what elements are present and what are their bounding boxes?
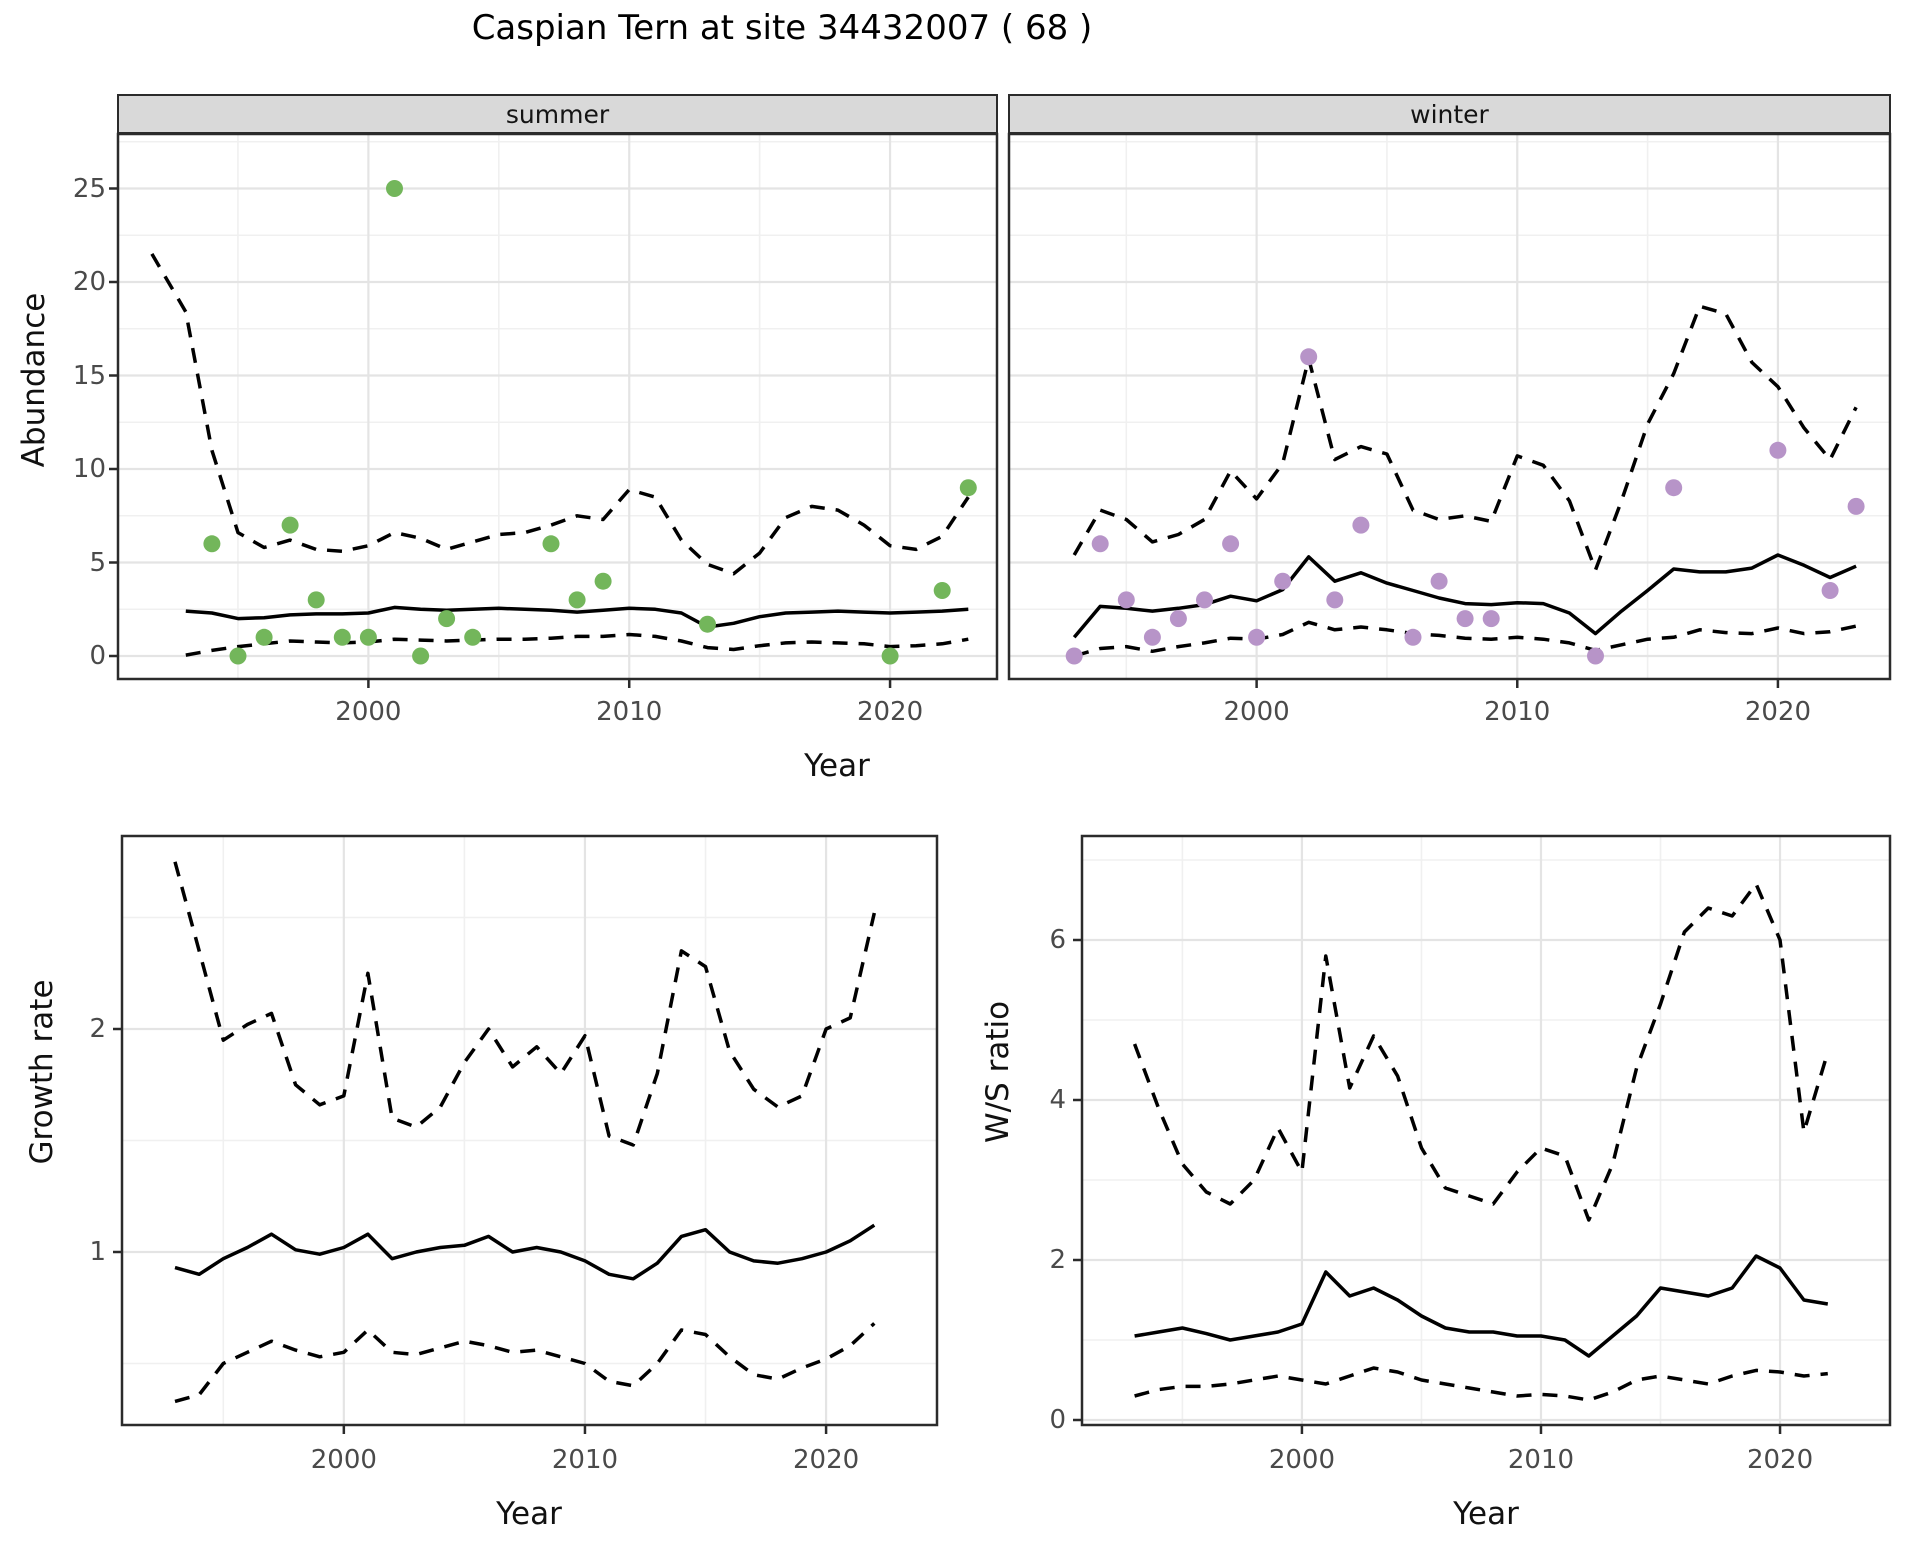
data-point [568, 591, 586, 609]
data-point [229, 647, 247, 665]
data-point [1326, 591, 1344, 609]
data-point [1482, 610, 1500, 628]
tick-label: 2010 [596, 697, 663, 727]
data-point [542, 535, 560, 553]
data-point [1248, 628, 1266, 646]
tick-label: 2010 [1507, 1445, 1575, 1475]
tick-label: 2010 [551, 1445, 619, 1475]
data-point [1065, 647, 1083, 665]
tick-label: 2000 [1268, 1445, 1335, 1475]
data-point [1352, 516, 1370, 534]
tick-label: 6 [1049, 925, 1066, 955]
tick-label: 15 [72, 360, 106, 391]
data-point [1143, 628, 1161, 646]
data-point [1300, 348, 1318, 366]
data-point [307, 591, 325, 609]
data-point [1430, 572, 1448, 590]
data-point [359, 628, 377, 646]
tick-label: 2000 [1223, 697, 1290, 727]
data-point [1196, 591, 1213, 609]
growth-year-axis-title: Year [496, 1496, 562, 1532]
ws-ratio-axis-title: W/S ratio [980, 1000, 1016, 1144]
data-point [1222, 535, 1240, 553]
tick-label: 2020 [1744, 697, 1811, 727]
data-point [1117, 591, 1135, 609]
data-point [1456, 610, 1474, 628]
tick-label: 2 [89, 1014, 106, 1044]
data-point [1169, 610, 1187, 628]
data-point [1821, 582, 1839, 599]
tick-label: 1 [89, 1237, 106, 1267]
data-point [881, 647, 899, 665]
figure-title: Caspian Tern at site 34432007 ( 68 ) [471, 8, 1093, 48]
data-point [386, 180, 403, 197]
data-point [1091, 535, 1109, 553]
data-point [464, 628, 482, 646]
tick-label: 25 [72, 173, 106, 204]
data-point [1587, 647, 1604, 665]
tick-label: 2000 [310, 1445, 377, 1475]
tick-label: 2000 [335, 697, 402, 727]
tick-label: 4 [1049, 1085, 1066, 1115]
data-point [438, 610, 456, 628]
tick-label: 10 [72, 454, 106, 484]
growth-rate-axis-title: Growth rate [24, 979, 60, 1165]
data-point [1847, 497, 1865, 515]
tick-label: 2020 [792, 1445, 860, 1475]
data-point [1404, 628, 1422, 646]
tick-label: 0 [1049, 1405, 1066, 1435]
facet-strip-summer: summer [117, 94, 998, 134]
data-point [203, 535, 221, 553]
data-point [1665, 479, 1683, 497]
data-point [933, 582, 951, 599]
data-point [412, 647, 430, 665]
tick-label: 2020 [1746, 1445, 1814, 1475]
data-point [594, 572, 612, 590]
data-point [959, 479, 977, 497]
facet-strip-winter: winter [1008, 94, 1891, 134]
data-point [1274, 572, 1292, 590]
data-point [255, 628, 273, 646]
tick-label: 2 [1049, 1245, 1066, 1275]
tick-label: 5 [89, 547, 106, 578]
top-year-axis-title: Year [804, 748, 870, 784]
tick-label: 2020 [856, 697, 924, 727]
tick-label: 20 [72, 267, 106, 297]
facet-strip-summer-label: summer [505, 99, 610, 129]
facet-strip-winter-label: winter [1410, 99, 1489, 129]
data-point [333, 628, 351, 646]
data-point [699, 615, 716, 633]
data-point [1769, 441, 1787, 459]
tick-label: 0 [89, 641, 106, 671]
ws-year-axis-title: Year [1453, 1496, 1519, 1532]
data-point [281, 516, 299, 534]
tick-label: 2010 [1484, 697, 1551, 727]
